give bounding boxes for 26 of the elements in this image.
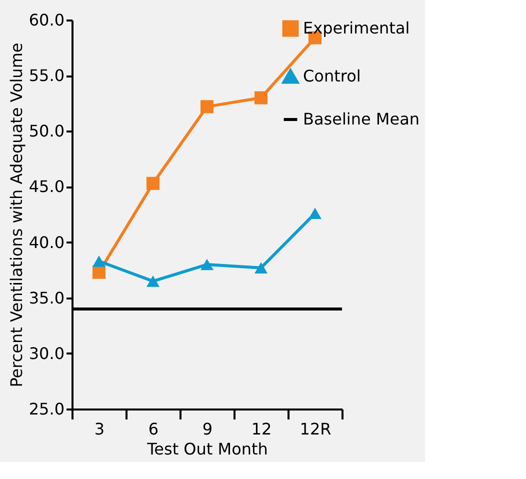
point <box>92 256 106 267</box>
point <box>200 100 214 114</box>
point <box>308 208 322 220</box>
y-tick-label: 25.0 <box>28 400 64 418</box>
point <box>146 176 160 190</box>
x-tick-label: 6 <box>148 420 159 438</box>
point <box>200 258 214 270</box>
x-tick-label: 12 <box>251 420 272 438</box>
x-tick-label: 3 <box>94 420 105 438</box>
legend-label: Experimental <box>303 18 410 38</box>
y-tick-label: 60.0 <box>28 10 64 30</box>
x-axis-title: Test Out Month <box>146 440 268 458</box>
y-tick-label: 40.0 <box>28 232 64 252</box>
x-tick-label: 12R <box>300 420 332 438</box>
legend-label: Baseline Mean <box>303 110 420 128</box>
y-tick-label: 55.0 <box>28 66 64 86</box>
point <box>254 91 268 104</box>
legend-label: Control <box>303 66 361 86</box>
y-tick-label: 50.0 <box>28 122 64 141</box>
point <box>254 262 268 274</box>
y-tick-label: 30.0 <box>28 344 64 363</box>
x-tick-label: 9 <box>202 420 213 438</box>
y-tick-label: 45.0 <box>28 177 64 196</box>
point <box>146 276 160 287</box>
y-axis-title: Percent Ventilations with Adequate Volume <box>6 42 26 388</box>
y-tick-label: 35.0 <box>28 288 64 308</box>
